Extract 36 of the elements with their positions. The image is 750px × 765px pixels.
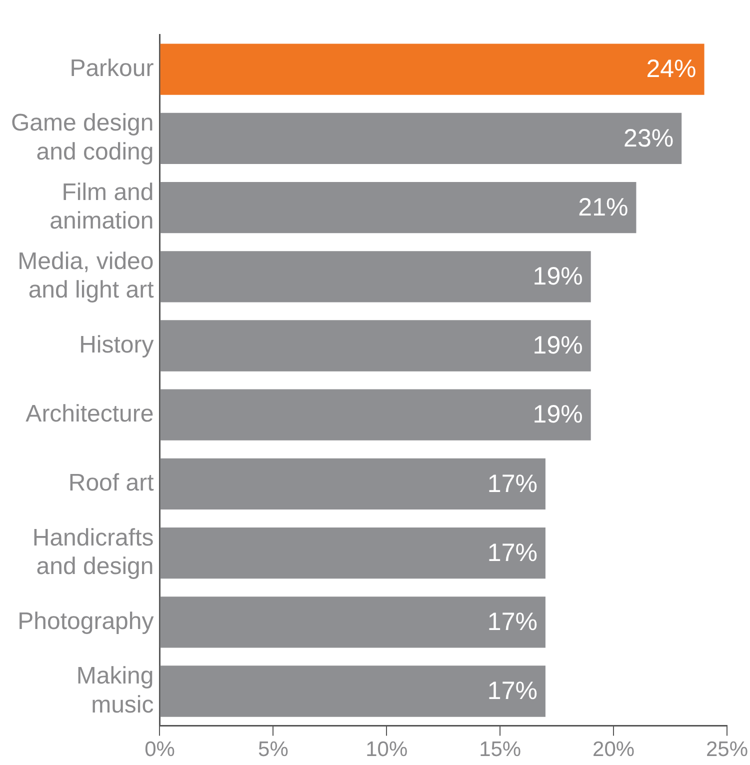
y-tick-label: Architecture [26, 400, 154, 428]
x-tick-label: 5% [258, 738, 288, 762]
bar [160, 596, 546, 648]
data-label: 19% [532, 262, 583, 291]
y-tick-label: Media, video and light art [18, 248, 154, 304]
bar [160, 320, 591, 372]
data-label: 21% [578, 193, 628, 222]
y-tick-label: Photography [18, 608, 154, 635]
y-tick-label: History [79, 331, 154, 358]
bar [160, 527, 546, 579]
x-tick-label: 25% [706, 738, 748, 762]
data-label: 24% [646, 55, 696, 84]
x-tick-label: 0% [144, 738, 175, 762]
x-tick-label: 15% [479, 738, 522, 762]
bar [160, 251, 591, 302]
data-label: 17% [487, 677, 538, 706]
bar [160, 112, 682, 164]
x-tick-label: 10% [366, 738, 408, 762]
bar [160, 182, 636, 234]
y-tick-label: Parkour [70, 54, 154, 82]
data-label: 17% [487, 608, 538, 636]
data-label: 19% [532, 400, 583, 429]
y-tick-label: Film and animation [50, 178, 154, 235]
data-label: 17% [487, 470, 538, 498]
data-label: 19% [532, 332, 583, 360]
y-tick-label: Handicrafts and design [32, 524, 154, 580]
x-tick-label: 20% [592, 738, 635, 762]
y-tick-label: Roof art [68, 470, 154, 497]
data-label: 23% [624, 124, 674, 152]
bar [160, 44, 704, 95]
bar [160, 458, 546, 510]
y-tick-label: Making music [76, 662, 154, 718]
bar [160, 666, 546, 717]
y-tick-label: Game design and coding [10, 110, 154, 166]
data-label: 17% [487, 538, 538, 567]
bar [160, 389, 591, 440]
